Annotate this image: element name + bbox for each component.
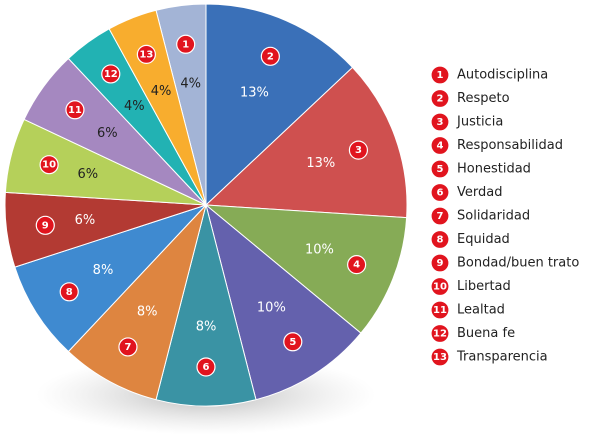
legend-label: Bondad/buen trato [457, 256, 579, 271]
badge-number: 8 [66, 287, 73, 298]
number-badge [430, 300, 450, 320]
pie-slice [108, 9, 207, 206]
badge-number: 3 [437, 117, 444, 128]
pie-slice [67, 204, 207, 401]
legend-label: Libertad [457, 279, 511, 294]
badge-number: 6 [203, 362, 210, 373]
number-badge [430, 347, 450, 367]
value-label: 4% [180, 76, 201, 91]
legend-label: Responsabilidad [457, 138, 563, 153]
number-badge [430, 159, 450, 179]
number-badge [430, 65, 450, 85]
number-badge [430, 88, 450, 109]
legend-label: Lealtad [457, 303, 505, 318]
value-label: 6% [97, 126, 118, 141]
value-label: 10% [305, 242, 334, 257]
badge-number: 7 [437, 211, 444, 222]
pie-slice [14, 204, 207, 353]
legend-label: Justicia [456, 115, 503, 130]
badge-number: 2 [437, 94, 444, 105]
number-badge [430, 206, 450, 226]
pie-slice [205, 203, 362, 401]
badge-number: 9 [437, 258, 444, 269]
number-badge [430, 135, 450, 156]
value-label: 4% [124, 99, 145, 114]
number-badge [260, 46, 280, 66]
legend-label: Verdad [457, 185, 502, 200]
value-label: 6% [78, 167, 99, 182]
badge-number: 4 [353, 260, 360, 271]
value-label: 8% [93, 263, 114, 278]
legend-label: Autodisciplina [457, 68, 548, 83]
badge-number: 10 [42, 160, 56, 171]
pie-slice [204, 204, 408, 334]
value-label: 10% [257, 301, 286, 316]
badge-number: 2 [267, 51, 274, 62]
number-badge [118, 337, 138, 357]
legend-label: Buena fe [457, 326, 515, 341]
value-label: 13% [306, 156, 335, 171]
pie-slice [204, 66, 408, 219]
number-badge [347, 255, 367, 275]
number-badge [136, 44, 156, 64]
value-label: 8% [196, 320, 217, 335]
number-badge [65, 100, 85, 120]
number-badge [430, 229, 450, 250]
badge-number: 3 [355, 145, 362, 156]
badge-number: 11 [68, 105, 82, 116]
badge-number: 13 [139, 49, 153, 60]
number-badge [101, 64, 121, 84]
value-label: 4% [151, 84, 172, 99]
value-label: 8% [137, 304, 158, 319]
pie-slice [205, 3, 354, 207]
badge-number: 8 [437, 235, 444, 246]
pie: 4% 1 13% 2 13% 3 10% 4 10% 5 8% 6 8% 7 8% 8 6% 9 6% 10 6% 11 4… [4, 3, 408, 407]
badge-number: 13 [433, 352, 447, 363]
number-badge [283, 332, 303, 352]
badge-number: 10 [433, 282, 447, 293]
number-badge [430, 182, 450, 203]
number-badge [430, 276, 450, 297]
badge-number: 11 [433, 305, 447, 316]
badge-number: 7 [124, 342, 131, 353]
badge-number: 9 [42, 220, 49, 231]
badge-number: 5 [289, 337, 296, 348]
value-label: 13% [240, 86, 269, 101]
badge-number: 12 [433, 329, 447, 340]
badge-number: 1 [437, 70, 444, 81]
pie-slice [155, 204, 257, 407]
legend-label: Honestidad [457, 162, 531, 177]
number-badge [430, 253, 450, 273]
number-badge [196, 357, 216, 377]
value-label: 6% [75, 213, 96, 228]
badge-number: 12 [104, 69, 118, 80]
number-badge [176, 34, 196, 54]
badge-number: 1 [182, 39, 189, 50]
number-badge [39, 155, 59, 175]
legend-label: Equidad [457, 232, 510, 247]
number-badge [348, 140, 369, 160]
number-badge [430, 112, 450, 132]
badge-number: 4 [437, 141, 444, 152]
legend-label: Respeto [457, 91, 510, 106]
badge-number: 5 [437, 164, 444, 175]
legend-label: Transparencia [456, 350, 548, 365]
number-badge [59, 282, 79, 302]
number-badge [35, 215, 55, 235]
number-badge [430, 323, 450, 344]
legend: 1 Autodisciplina 2 Respeto 3 Justicia 4 Respons… [430, 65, 579, 367]
legend-label: Solidaridad [457, 209, 530, 224]
badge-number: 6 [437, 188, 444, 199]
